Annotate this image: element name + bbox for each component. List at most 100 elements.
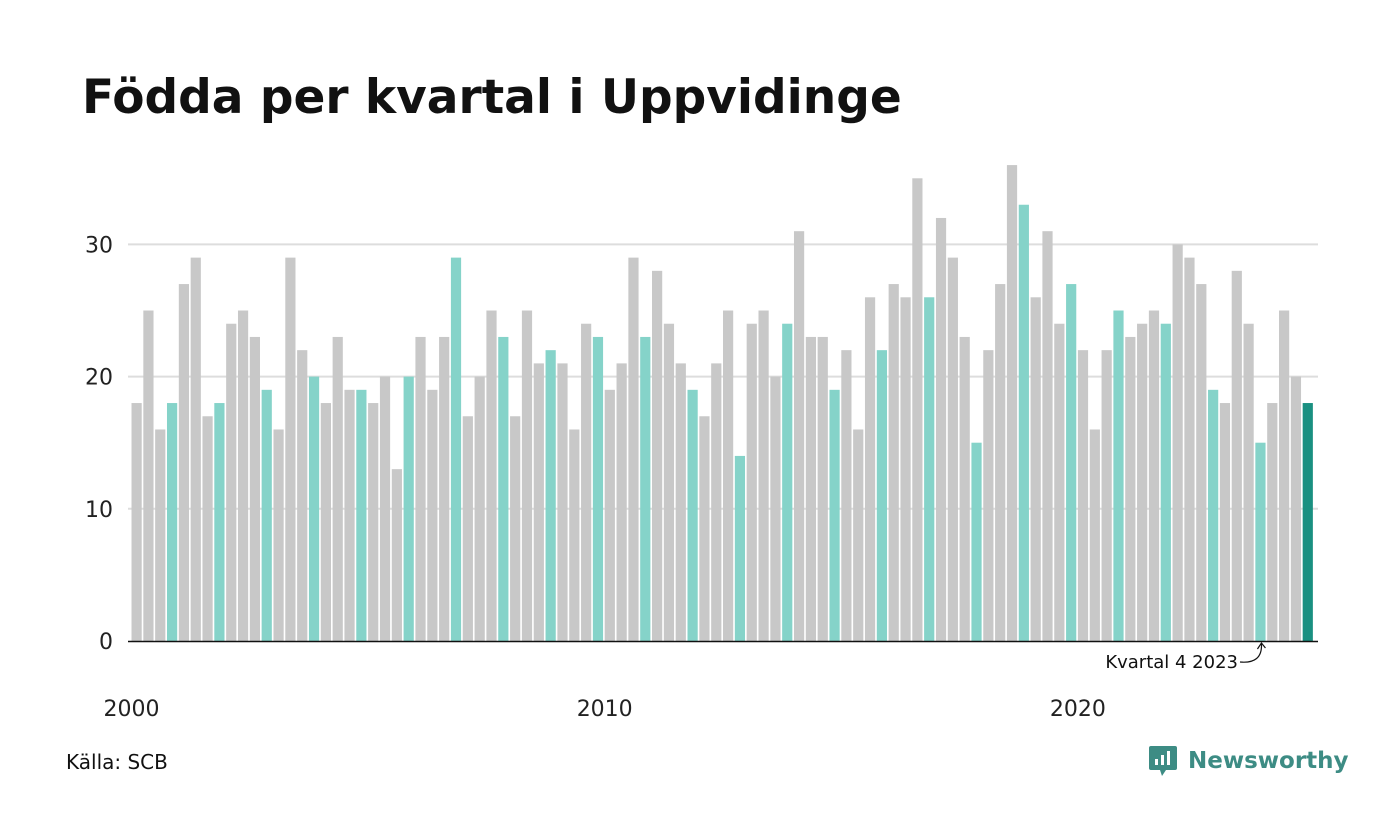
bar	[166, 403, 178, 641]
bar	[332, 336, 343, 641]
bar	[581, 323, 592, 641]
bar	[462, 416, 473, 641]
bar	[1054, 323, 1065, 641]
bar	[1042, 231, 1053, 641]
bar	[912, 178, 923, 642]
bar	[675, 363, 686, 641]
bar	[817, 336, 828, 641]
bar	[1006, 165, 1018, 641]
bar	[356, 389, 367, 641]
bar	[616, 363, 627, 641]
bar	[190, 257, 201, 641]
bar	[237, 310, 249, 641]
bar	[628, 257, 639, 641]
bar	[864, 297, 876, 641]
y-tick-label: 20	[85, 366, 113, 391]
bar	[770, 376, 781, 641]
bar	[1196, 284, 1207, 641]
source-note: Källa: SCB	[66, 750, 168, 774]
bar	[320, 403, 331, 641]
bar	[604, 389, 615, 641]
bar	[202, 416, 213, 641]
bar	[983, 350, 994, 641]
bar	[687, 389, 698, 641]
bar	[226, 323, 237, 641]
bar	[640, 336, 651, 641]
bar	[1267, 403, 1278, 641]
bar	[1160, 323, 1171, 641]
x-tick-label: 2000	[104, 697, 160, 722]
bar	[924, 297, 935, 641]
bar	[308, 376, 320, 641]
bar	[1279, 310, 1290, 641]
bar	[876, 350, 887, 641]
bar	[1302, 403, 1313, 641]
bar	[1101, 350, 1112, 641]
bar	[1089, 429, 1100, 641]
bar	[297, 350, 308, 641]
annotation: Kvartal 4 2023	[1105, 641, 1266, 673]
bar	[663, 323, 675, 641]
bar	[391, 469, 402, 641]
bar	[1184, 257, 1195, 641]
brand-logo[interactable]: Newsworthy	[1148, 744, 1349, 778]
bar	[793, 231, 805, 641]
bar	[652, 270, 663, 641]
y-axis-ticks: 0 10 20 30	[85, 233, 113, 655]
bar	[474, 376, 485, 641]
bar	[947, 257, 958, 641]
bar	[486, 310, 497, 641]
bar	[935, 217, 947, 641]
bar	[1125, 336, 1136, 641]
bar	[415, 336, 426, 641]
x-axis-ticks: 2000 2010 2020	[104, 697, 1106, 722]
bar	[403, 376, 414, 641]
bar	[1208, 389, 1219, 641]
bar	[427, 389, 438, 641]
bar	[285, 257, 296, 641]
bar	[1172, 244, 1183, 641]
bar	[1290, 376, 1302, 641]
bar	[1219, 403, 1231, 641]
bar	[379, 376, 391, 641]
bar	[344, 389, 355, 641]
bar-chart: 0 10 20 30 2000 2010 2020 Kvartal 4 2023	[85, 165, 1318, 722]
x-tick-label: 2020	[1050, 697, 1106, 722]
bar	[143, 310, 154, 641]
bar	[746, 323, 757, 641]
bar	[971, 442, 982, 641]
annotation-arrow	[1239, 643, 1263, 663]
bar	[214, 403, 225, 641]
bar	[1018, 204, 1029, 642]
y-tick-label: 0	[99, 630, 113, 655]
bar	[782, 323, 793, 641]
brand-name: Newsworthy	[1188, 748, 1349, 774]
bars	[131, 165, 1313, 642]
bar	[249, 336, 260, 641]
bar	[131, 403, 142, 641]
bar	[273, 429, 284, 641]
bar	[1077, 350, 1089, 641]
bar	[734, 455, 746, 641]
bar	[368, 403, 379, 641]
chart-title: Födda per kvartal i Uppvidinge	[82, 70, 902, 125]
bar	[805, 336, 817, 641]
bar	[829, 389, 840, 641]
bar	[592, 336, 604, 641]
bar	[450, 257, 462, 641]
bar	[1137, 323, 1148, 641]
y-tick-label: 30	[85, 233, 113, 258]
bar	[439, 336, 450, 641]
bar	[1148, 310, 1160, 641]
annotation-arrowhead	[1256, 641, 1266, 650]
y-tick-label: 10	[85, 498, 113, 523]
bar	[723, 310, 734, 641]
bar	[1066, 284, 1077, 641]
bar	[1030, 297, 1041, 641]
bar	[995, 284, 1006, 641]
bar	[900, 297, 911, 641]
newsworthy-logo-icon	[1149, 746, 1177, 776]
bar	[533, 363, 544, 641]
bar	[545, 350, 556, 641]
bar	[261, 389, 272, 641]
